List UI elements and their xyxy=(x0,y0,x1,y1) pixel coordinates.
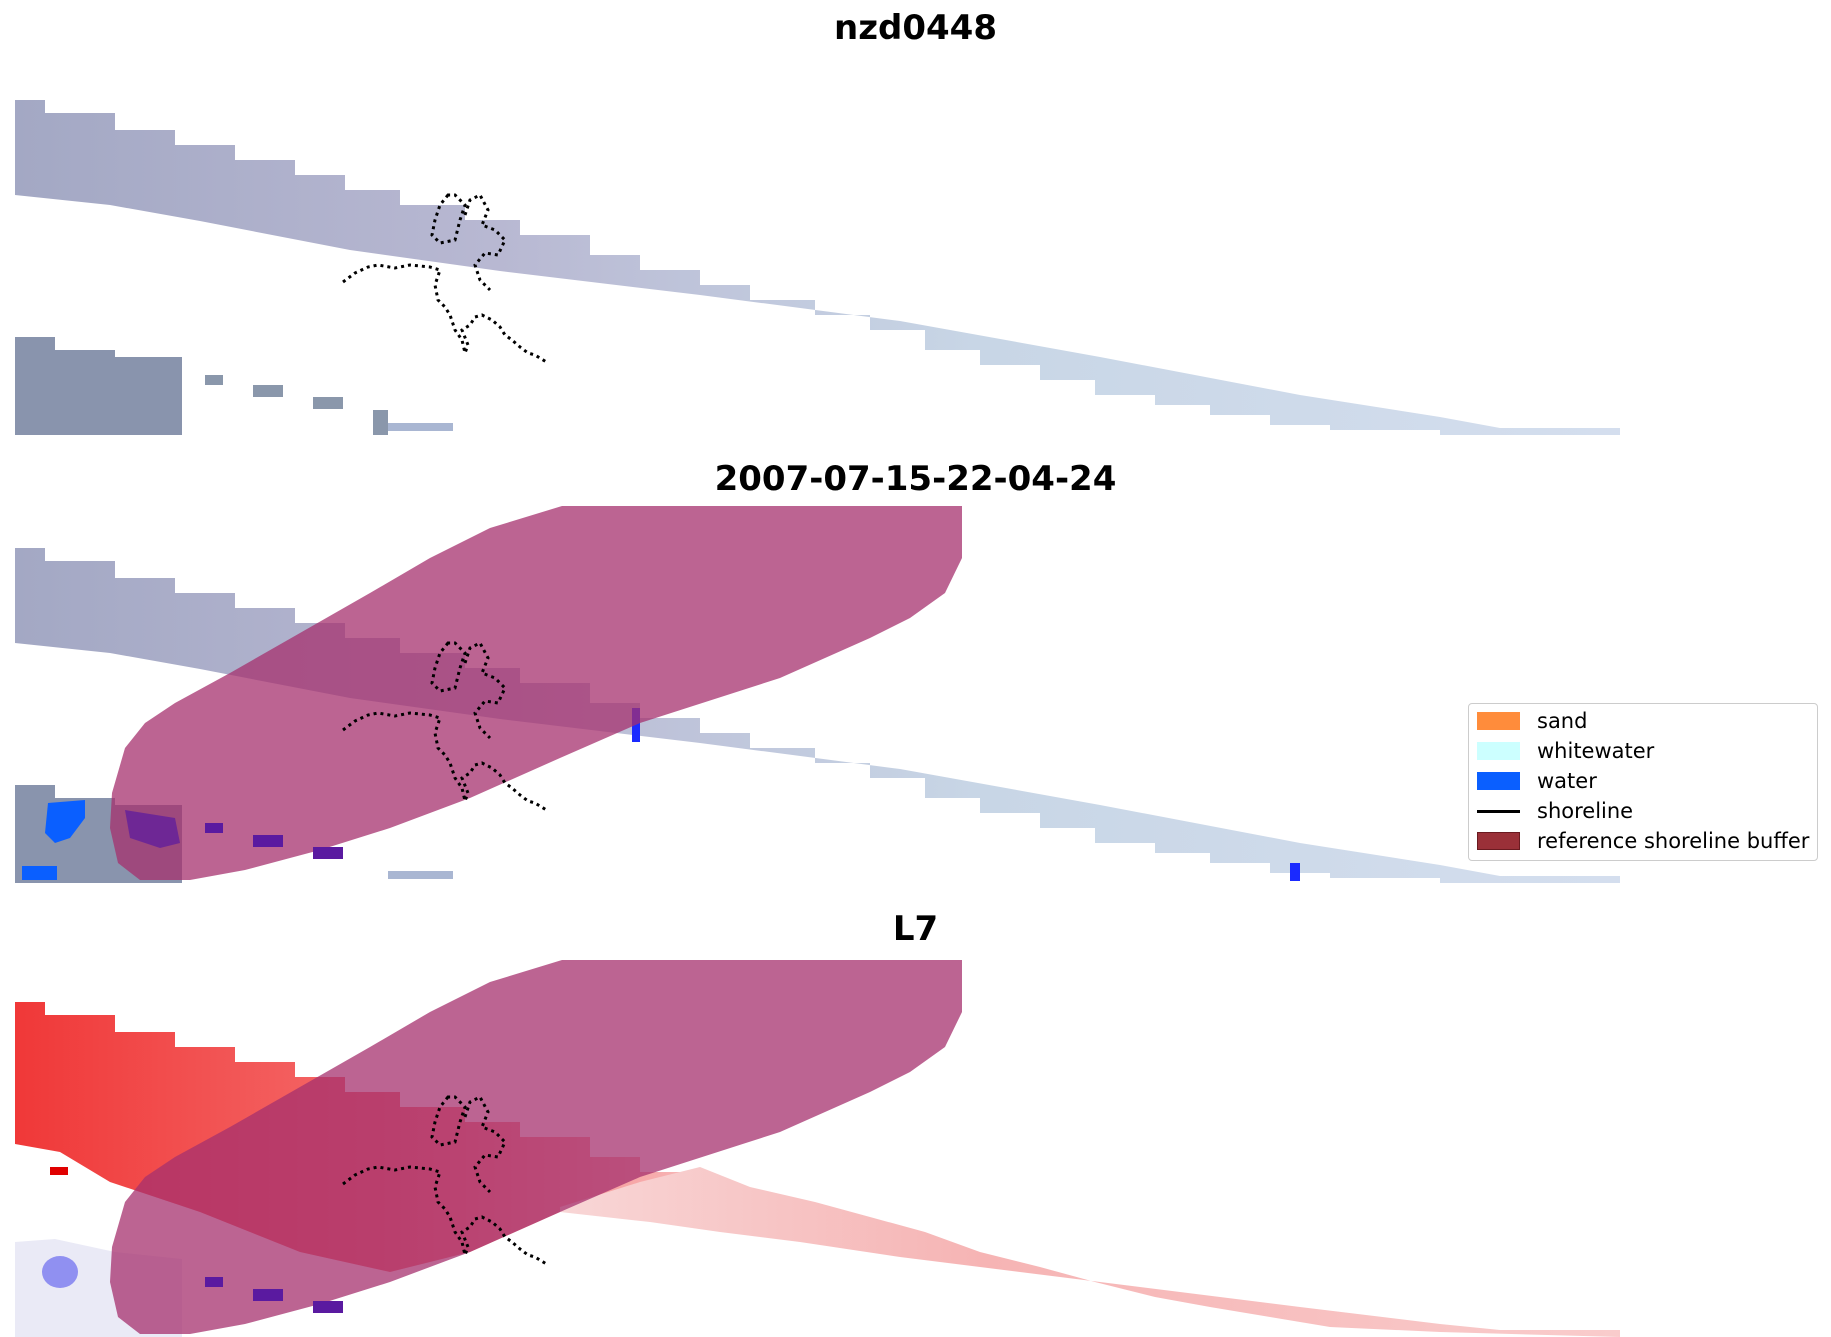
buffer-overlay xyxy=(110,506,962,880)
legend-line-shoreline xyxy=(1477,810,1520,813)
shoreline-path xyxy=(430,1095,467,1147)
index-strip-lower xyxy=(560,1167,1620,1337)
image-strip-lower xyxy=(15,337,182,435)
legend-item-shoreline: shoreline xyxy=(1469,797,1817,827)
water-patch xyxy=(1290,863,1300,881)
image-strip xyxy=(15,100,1620,435)
shoreline-path xyxy=(342,711,549,813)
classified-image-panel xyxy=(15,506,1620,883)
legend-label: shoreline xyxy=(1537,799,1634,823)
panel-title-3: L7 xyxy=(892,909,939,949)
rgb-image-panel xyxy=(15,100,1620,435)
legend-swatch-water xyxy=(1477,772,1520,790)
legend-label: whitewater xyxy=(1537,739,1655,763)
legend: sand whitewater water shoreline referenc… xyxy=(1468,703,1818,861)
panel-title-2: 2007-07-15-22-04-24 xyxy=(714,459,1117,499)
legend-item-reference-buffer: reference shoreline buffer xyxy=(1469,827,1817,857)
legend-swatch-sand xyxy=(1477,712,1520,730)
legend-label: sand xyxy=(1537,709,1588,733)
panel-title-1: nzd0448 xyxy=(834,8,997,48)
index-image-panel xyxy=(15,960,1620,1337)
legend-item-sand: sand xyxy=(1469,707,1817,737)
legend-swatch-buffer xyxy=(1477,832,1520,850)
water-patch xyxy=(45,800,85,843)
legend-label: reference shoreline buffer xyxy=(1537,829,1810,853)
legend-label: water xyxy=(1537,769,1597,793)
shoreline-path xyxy=(342,263,549,365)
legend-swatch-whitewater xyxy=(1477,742,1520,760)
shoreline-path xyxy=(342,1165,549,1267)
water-patch xyxy=(632,708,640,742)
shoreline-path xyxy=(430,193,467,245)
legend-item-whitewater: whitewater xyxy=(1469,737,1817,767)
shoreline-path xyxy=(430,641,467,693)
buffer-overlay xyxy=(110,960,962,1334)
water-patch xyxy=(22,866,57,880)
legend-item-water: water xyxy=(1469,767,1817,797)
